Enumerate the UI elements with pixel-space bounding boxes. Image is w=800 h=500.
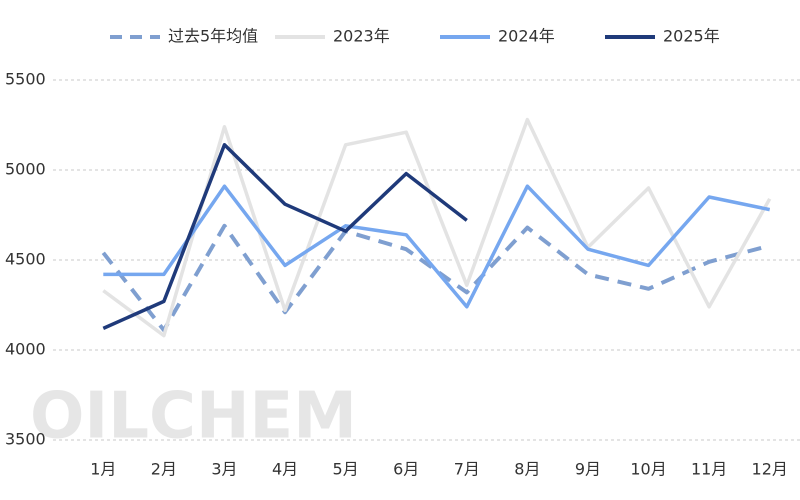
series-line <box>103 184 771 309</box>
y-tick-label: 4000 <box>5 340 46 359</box>
series-line <box>102 143 468 330</box>
x-tick-label: 7月 <box>454 460 480 479</box>
legend-label: 2023年 <box>333 27 390 46</box>
x-tick-label: 10月 <box>630 460 666 479</box>
x-tick-label: 4月 <box>272 460 298 479</box>
x-tick-label: 12月 <box>752 460 788 479</box>
x-tick-label: 5月 <box>333 460 359 479</box>
x-tick-label: 9月 <box>575 460 601 479</box>
legend-label: 2025年 <box>663 27 720 46</box>
x-tick-label: 1月 <box>90 460 116 479</box>
legend-label: 2024年 <box>498 27 555 46</box>
x-tick-label: 3月 <box>211 460 237 479</box>
y-tick-label: 3500 <box>5 430 46 449</box>
x-tick-label: 11月 <box>691 460 727 479</box>
series-line <box>102 117 772 338</box>
x-tick-label: 2月 <box>151 460 177 479</box>
watermark: OILCHEM <box>30 380 357 454</box>
y-tick-label: 5000 <box>5 160 46 179</box>
x-tick-label: 8月 <box>514 460 540 479</box>
x-tick-label: 6月 <box>393 460 419 479</box>
legend-label: 过去5年均值 <box>168 27 258 46</box>
y-tick-label: 5500 <box>5 70 46 89</box>
y-tick-label: 4500 <box>5 250 46 269</box>
